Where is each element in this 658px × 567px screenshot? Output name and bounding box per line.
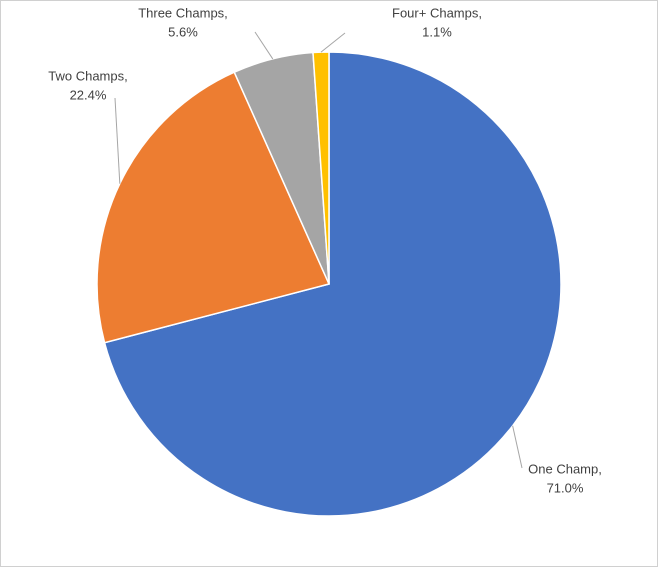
value-label: 5.6% [168,24,198,39]
leader-line [254,31,274,60]
value-label: 22.4% [70,87,107,102]
leader-line [320,32,346,53]
category-label: Two Champs, [48,68,127,83]
pie-slice [96,71,331,344]
category-label: One Champ, [528,461,602,476]
labels: One Champ, 71.0% Two Champs, 22.4% Three Cha… [48,5,602,495]
pie-slice [103,51,562,517]
leader-line [114,97,121,184]
category-label: Three Champs, [138,5,228,20]
pie-slice [312,51,330,285]
pie [96,51,562,517]
leader-line [512,425,523,469]
value-label: 71.0% [547,480,584,495]
value-label: 1.1% [422,24,452,39]
category-label: Four+ Champs, [392,5,482,20]
